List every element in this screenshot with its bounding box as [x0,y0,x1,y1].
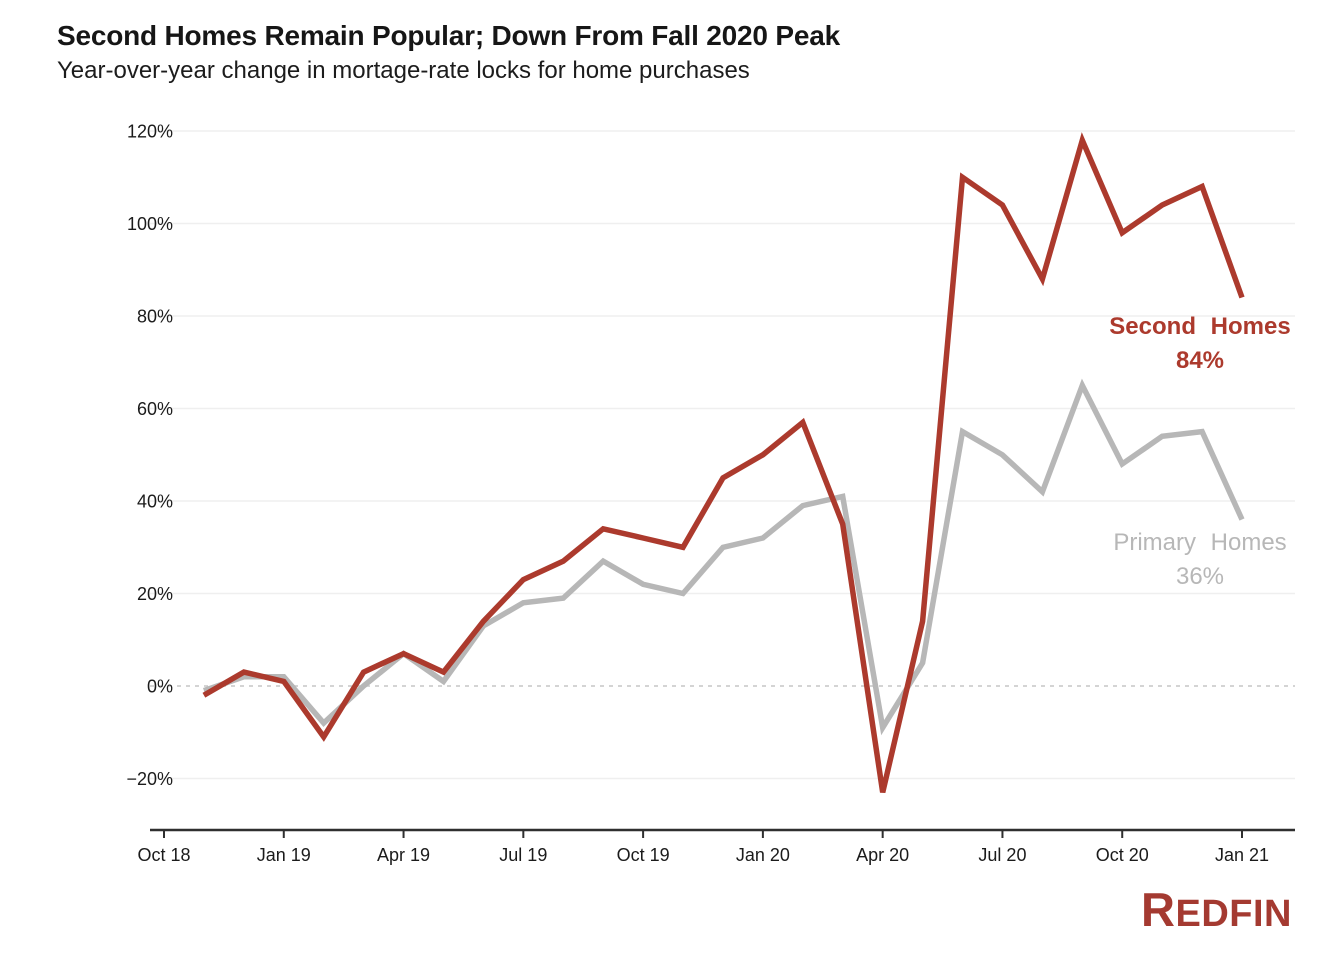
title-block: Second Homes Remain Popular; Down From F… [57,18,840,86]
second-homes-annotation: Second Homes 84% [1085,310,1315,378]
x-tick-label: Jan 21 [1215,845,1269,865]
y-tick-label: 20% [137,584,173,604]
y-tick-label: 0% [147,677,173,697]
x-tick-label: Oct 18 [137,845,190,865]
primary-homes-annotation: Primary Homes 36% [1085,526,1315,594]
y-gridlines [150,130,1295,780]
primary-homes-annotation-name: Primary Homes [1113,529,1287,556]
y-tick-label: 100% [127,214,173,234]
x-tick-label: Apr 19 [377,845,430,865]
y-tick-label: −20% [126,769,173,789]
x-tick-label: Jul 19 [499,845,547,865]
x-tick-label: Jul 20 [978,845,1026,865]
redfin-logo-initial: R [1141,883,1176,936]
y-tick-label: 60% [137,399,173,419]
redfin-logo: REDFIN [1060,882,1292,937]
x-tick-label: Jan 20 [736,845,790,865]
second-homes-annotation-name: Second Homes [1109,313,1291,340]
y-tick-label: 80% [137,307,173,327]
second-homes-line [202,132,1245,794]
primary-homes-annotation-value: 36% [1175,563,1225,590]
x-tick-label: Apr 20 [856,845,909,865]
redfin-logo-rest: EDFIN [1175,893,1292,935]
primary-homes-line [203,378,1245,736]
series-lines [202,132,1245,794]
chart-subtitle: Year-over-year change in mortage-rate lo… [57,57,750,84]
y-tick-label: 40% [137,492,173,512]
y-tick-label: 120% [127,122,173,142]
x-tick-label: Oct 20 [1096,845,1149,865]
x-tick-label: Oct 19 [617,845,670,865]
y-axis-labels: 120% 100% 80% 60% 40% 20% 0% −20% [126,122,173,790]
x-tick-label: Jan 19 [257,845,311,865]
x-axis: Oct 18 Jan 19 Apr 19 Jul 19 Oct 19 Jan 20 Apr … [137,828,1295,865]
chart-title: Second Homes Remain Popular; Down From F… [57,20,840,51]
second-homes-annotation-value: 84% [1175,347,1225,374]
